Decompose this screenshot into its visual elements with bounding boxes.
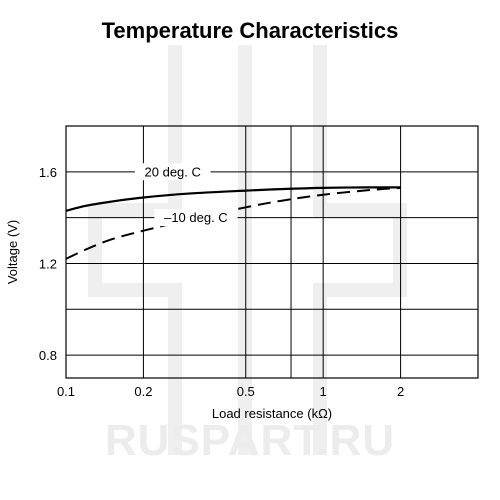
series-annotations: 20 deg. C –10 deg. C [134,163,238,227]
series-layer [65,186,401,260]
x-axis-label: Load resistance (kΩ) [212,406,332,421]
series-annotation-label: –10 deg. C [164,210,228,225]
y-tick-label: 0.8 [39,348,57,363]
watermark-logo [88,45,407,455]
tick-labels: 0.1 0.2 0.5 1 2 0.8 1.2 1.6 [39,165,404,399]
x-tick-label: 2 [397,384,404,399]
grid-lines [66,126,478,378]
annotation-backdrop [154,209,238,227]
watermark-text: RUSPART.RU [105,416,395,465]
y-axis-label: Voltage (V) [5,220,20,284]
plot-frame [65,125,479,379]
x-tick-label: 0.1 [57,384,75,399]
y-tick-label: 1.2 [39,256,57,271]
x-tick-label: 1 [320,384,327,399]
series-line-minus10c [65,186,401,260]
annotation-backdrop [134,163,211,181]
series-annotation-label: 20 deg. C [145,164,201,179]
x-tick-label: 0.2 [134,384,152,399]
chart-title: Temperature Characteristics [102,18,399,43]
x-tick-label: 0.5 [237,384,255,399]
y-tick-label: 1.6 [39,165,57,180]
series-line-20c [65,186,401,212]
